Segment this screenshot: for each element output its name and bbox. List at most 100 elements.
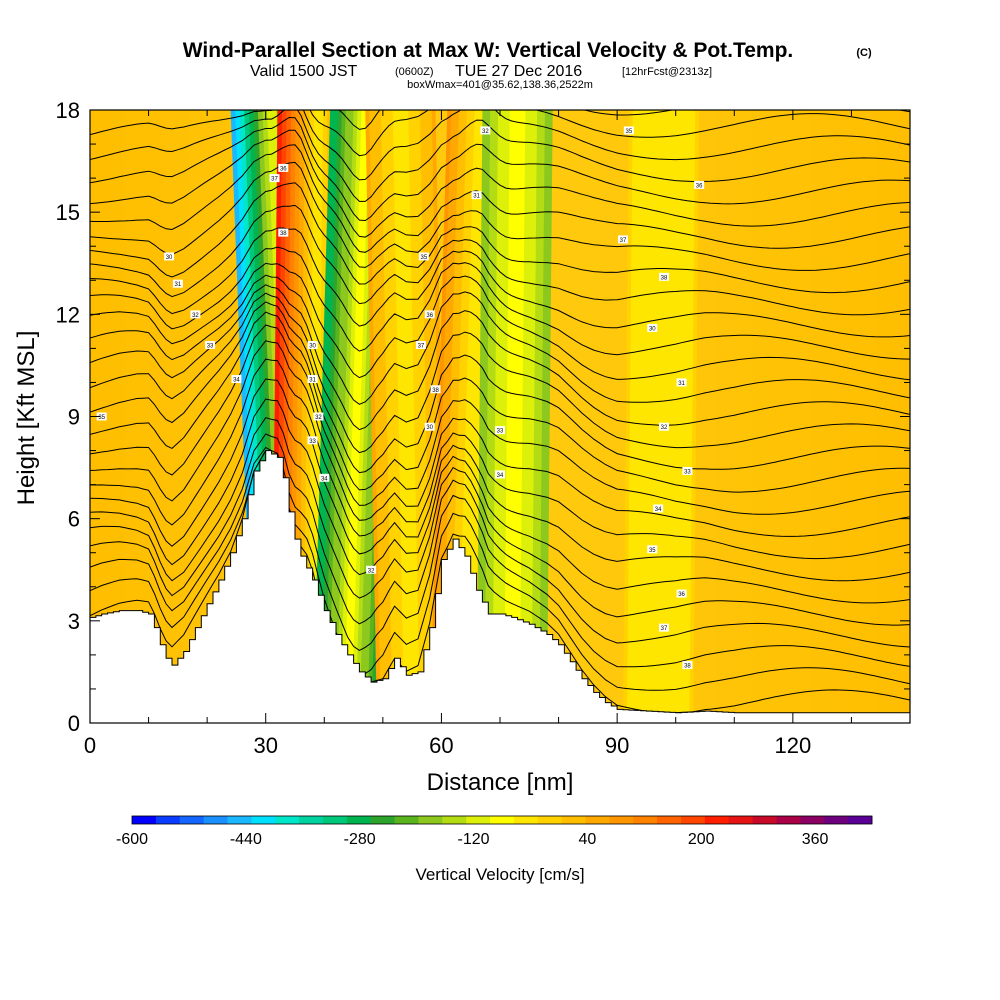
colorbar-swatch — [752, 816, 777, 824]
colorbar-swatch — [370, 816, 395, 824]
contour-label: 31 — [473, 194, 480, 200]
colorbar-swatch — [155, 816, 181, 824]
contour-label: 38 — [684, 664, 691, 670]
subtitle-forecast: [12hrFcst@2313z] — [622, 66, 712, 78]
contour-label: 30 — [426, 425, 433, 431]
contour-label-box — [307, 375, 318, 384]
x-tick-label: 120 — [774, 733, 811, 758]
colorbar-swatch — [585, 816, 610, 824]
colorbar-swatch — [633, 816, 658, 824]
contour-label: 34 — [497, 473, 504, 479]
contour-label-box — [313, 412, 324, 421]
contour-label-box — [96, 412, 107, 421]
contour-label: 37 — [661, 626, 668, 632]
theta-contour-line — [90, 301, 910, 474]
contour-label-box — [415, 340, 426, 349]
contour-label: 31 — [678, 381, 685, 387]
contour-label-box — [278, 163, 289, 172]
contour-label: 30 — [309, 343, 316, 349]
y-tick-label: 3 — [68, 609, 80, 634]
contour-label: 35 — [98, 415, 105, 421]
subtitle-valid-time: Valid 1500 JST — [250, 63, 358, 80]
colorbar-swatch — [848, 816, 873, 824]
terrain-mask — [90, 450, 910, 723]
contour-label: 35 — [649, 548, 656, 554]
colorbar-swatch — [346, 816, 372, 824]
contour-label: 34 — [321, 476, 328, 482]
contour-label-box — [471, 191, 482, 200]
x-tick-label: 0 — [84, 733, 96, 758]
colorbar-swatch — [728, 816, 754, 824]
contour-label: 30 — [166, 255, 173, 261]
colorbar-frame — [131, 815, 873, 825]
contour-label-box — [659, 272, 669, 281]
x-tick-label: 30 — [253, 733, 277, 758]
contour-label-box — [653, 504, 664, 513]
theta-contours — [90, 110, 910, 714]
colorbar — [131, 815, 873, 825]
colorbar-swatch — [132, 816, 157, 824]
colorbar-swatch — [800, 816, 825, 824]
theta-contour-line — [90, 417, 910, 626]
contour-label-box — [172, 279, 183, 288]
contour-label: 36 — [426, 313, 433, 319]
contour-label: 35 — [626, 129, 633, 135]
contour-label-box — [682, 466, 693, 475]
colorbar-tick-label: -120 — [458, 831, 490, 848]
contour-label-box — [269, 174, 280, 183]
theta-contour-line — [90, 340, 910, 537]
theta-contour-line — [90, 110, 910, 157]
contour-label-box — [231, 375, 242, 384]
x-tick-label: 90 — [605, 733, 629, 758]
contour-label: 37 — [271, 177, 278, 183]
colorbar-tick-labels: -600 -440 -280 -120 40 200 360 — [116, 831, 829, 848]
contour-label-box — [682, 661, 693, 670]
contour-label: 34 — [655, 507, 662, 513]
colorbar-swatch — [418, 816, 443, 824]
contour-label: 33 — [497, 429, 504, 435]
theta-contour-line — [90, 161, 910, 271]
colorbar-swatch — [537, 816, 563, 824]
theta-contour-line — [90, 311, 910, 493]
y-tick-label: 6 — [68, 507, 80, 532]
contour-label: 38 — [661, 275, 668, 281]
colorbar-swatch — [227, 816, 252, 824]
contour-label-box — [430, 385, 441, 394]
theta-contour-line — [90, 110, 910, 202]
chart-subtitle: Valid 1500 JST (0600Z) TUE 27 Dec 2016 [… — [250, 63, 712, 80]
theta-contour-line — [90, 246, 910, 360]
colorbar-swatch — [394, 816, 419, 824]
chart-box-info: boxWmax=401@35.62,138.36,2522m — [407, 79, 593, 91]
theta-contour-line — [90, 204, 910, 316]
contour-label-box — [623, 126, 634, 135]
contour-label-box — [480, 126, 491, 135]
contour-label: 36 — [678, 592, 685, 598]
velocity-band — [343, 110, 370, 723]
colorbar-swatch — [776, 816, 801, 824]
colorbar-tick-label: 360 — [802, 831, 829, 848]
colorbar-swatch — [609, 816, 634, 824]
y-tick-label: 18 — [56, 98, 80, 123]
colorbar-tick-label: -440 — [230, 831, 262, 848]
contour-label: 38 — [432, 388, 439, 394]
contour-label-box — [319, 473, 330, 482]
contour-label-box — [307, 436, 318, 445]
contour-label-box — [647, 323, 658, 332]
contour-label-box — [190, 310, 201, 319]
colorbar-swatch — [299, 816, 324, 824]
colorbar-swatch — [704, 816, 730, 824]
contour-label-box — [418, 252, 429, 261]
velocity-band — [507, 110, 522, 723]
contour-label: 37 — [418, 343, 425, 349]
x-axis-ticks: 0 30 60 90 120 — [84, 110, 911, 758]
subtitle-zulu-time: (0600Z) — [395, 66, 434, 78]
colorbar-swatch — [490, 816, 515, 824]
theta-contour-line — [90, 129, 910, 238]
theta-contour-line — [90, 116, 910, 222]
contour-label-box — [659, 422, 669, 431]
contour-label-box — [164, 252, 175, 261]
theta-contour-line — [90, 358, 910, 560]
theta-contour-line — [90, 292, 910, 454]
y-tick-label: 9 — [68, 405, 80, 430]
contour-label: 32 — [368, 568, 375, 574]
